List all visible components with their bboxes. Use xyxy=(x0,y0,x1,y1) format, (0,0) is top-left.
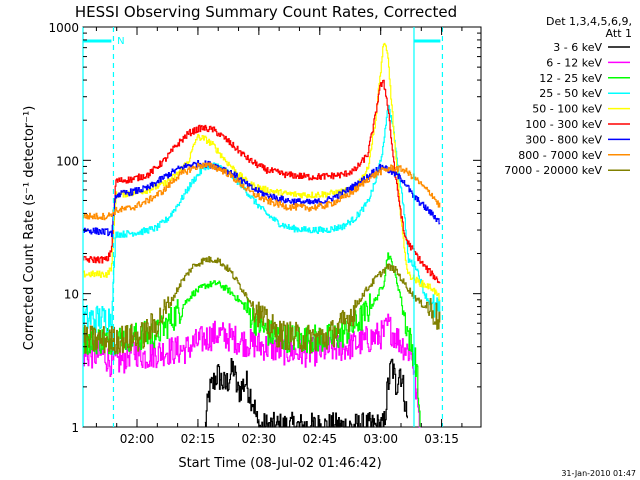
series-100-300-kev-line xyxy=(83,79,441,284)
series-12-25-kev xyxy=(83,252,421,427)
series-3-6-kev xyxy=(204,357,408,428)
x-tick-label-3: 02:45 xyxy=(302,432,337,446)
series-25-50-kev-line xyxy=(83,105,441,333)
series-800-7000-kev-line xyxy=(83,162,441,221)
legend-header-1: Att 1 xyxy=(606,27,632,40)
series-50-100-kev xyxy=(83,42,441,302)
x-tick-label-4: 03:00 xyxy=(363,432,398,446)
night-annotation: N xyxy=(117,36,124,47)
timestamp: 31-Jan-2010 01:47 xyxy=(561,469,636,478)
x-tick-label-0: 02:00 xyxy=(120,432,155,446)
series-300-800-kev-line xyxy=(83,159,441,238)
series-800-7000-kev xyxy=(83,162,441,221)
x-axis-label: Start Time (08-Jul-02 01:46:42) xyxy=(178,456,381,471)
series-7000-20000-kev xyxy=(83,256,441,355)
axes-layer: 02:00 02:15 02:30 02:45 03:00 03:15 1 10 100 1000 xyxy=(48,21,481,446)
legend-label-0: 3 - 6 keV xyxy=(553,41,602,54)
legend-label-1: 6 - 12 keV xyxy=(546,56,602,69)
series-3-6-kev-line xyxy=(204,357,408,428)
y-tick-label-2: 100 xyxy=(56,154,79,168)
legend-label-6: 300 - 800 keV xyxy=(525,133,602,146)
chart-title: HESSI Observing Summary Count Rates, Cor… xyxy=(75,3,457,21)
series-25-50-kev xyxy=(83,105,441,333)
series-6-12-kev xyxy=(83,313,421,428)
legend-label-3: 25 - 50 keV xyxy=(539,87,602,100)
legend-label-7: 800 - 7000 keV xyxy=(518,149,602,162)
series-100-300-kev xyxy=(83,79,441,284)
x-tick-label-5: 03:15 xyxy=(424,432,459,446)
legend: Det 1,3,4,5,6,9,Att 1 3 - 6 keV 6 - 12 keV… xyxy=(504,15,632,177)
series-layer xyxy=(83,42,441,428)
series-300-800-kev xyxy=(83,159,441,238)
series-12-25-kev-line xyxy=(83,252,421,427)
y-tick-label-3: 1000 xyxy=(48,21,79,35)
legend-label-2: 12 - 25 keV xyxy=(539,72,602,85)
y-tick-label-1: 10 xyxy=(64,288,79,302)
series-7000-20000-kev-line xyxy=(83,256,441,355)
x-tick-label-2: 02:30 xyxy=(242,432,277,446)
legend-label-8: 7000 - 20000 keV xyxy=(504,164,602,177)
series-6-12-kev-line xyxy=(83,313,421,428)
legend-header-0: Det 1,3,4,5,6,9, xyxy=(546,15,632,28)
x-tick-label-1: 02:15 xyxy=(181,432,216,446)
overlay-layer: N xyxy=(82,27,444,427)
legend-label-4: 50 - 100 keV xyxy=(532,103,602,116)
y-axis-label: Corrected Count Rate (s⁻¹ detector⁻¹) xyxy=(22,106,37,351)
y-tick-label-0: 1 xyxy=(71,421,79,435)
legend-label-5: 100 - 300 keV xyxy=(525,118,602,131)
series-50-100-kev-line xyxy=(83,42,441,302)
